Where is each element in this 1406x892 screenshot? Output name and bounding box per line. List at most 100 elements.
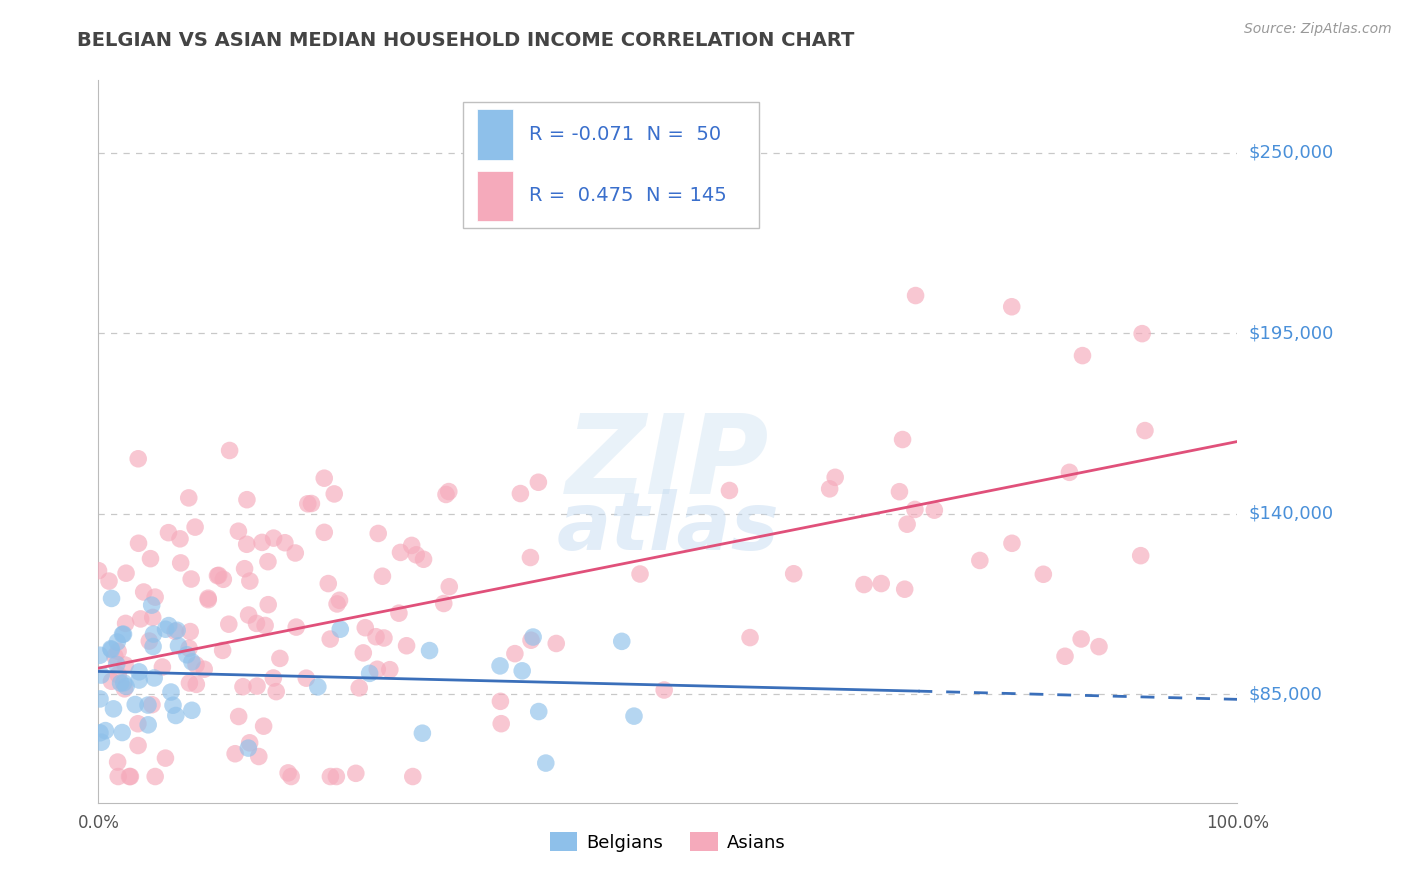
Point — [323, 487, 346, 501]
Point — [90, 735, 112, 749]
Point — [165, 624, 187, 639]
Point — [262, 671, 284, 685]
Point — [652, 683, 675, 698]
Point — [329, 622, 352, 636]
Point — [1070, 632, 1092, 646]
Point — [228, 524, 250, 539]
Point — [527, 475, 550, 490]
Point — [208, 568, 231, 582]
Point — [1129, 549, 1152, 563]
Point — [177, 491, 200, 505]
Point — [100, 641, 122, 656]
Point — [155, 751, 177, 765]
Point — [419, 643, 441, 657]
Point — [90, 668, 112, 682]
Point — [257, 555, 280, 569]
Text: $85,000: $85,000 — [1249, 685, 1322, 704]
Point — [141, 698, 163, 712]
Point — [824, 470, 846, 484]
Point — [373, 631, 395, 645]
Point — [166, 624, 188, 638]
Point — [527, 705, 550, 719]
Point — [104, 649, 127, 664]
Point — [239, 574, 262, 588]
FancyBboxPatch shape — [477, 170, 513, 221]
Point — [142, 627, 165, 641]
Point — [89, 692, 111, 706]
Point — [263, 531, 285, 545]
Point — [247, 749, 270, 764]
Point — [111, 627, 134, 641]
Point — [112, 675, 135, 690]
Point — [218, 617, 240, 632]
Point — [128, 536, 150, 550]
Point — [211, 643, 233, 657]
Point — [395, 639, 418, 653]
Point — [143, 770, 166, 784]
Point — [143, 671, 166, 685]
Point — [364, 630, 387, 644]
Point — [297, 497, 319, 511]
Point — [250, 535, 273, 549]
Point — [120, 770, 142, 784]
Point — [852, 577, 875, 591]
Point — [434, 487, 457, 501]
Point — [224, 747, 246, 761]
Point — [1071, 349, 1094, 363]
Point — [870, 576, 893, 591]
Point — [1133, 424, 1156, 438]
Point — [274, 535, 297, 549]
Point — [1059, 466, 1081, 480]
Point — [245, 616, 267, 631]
Point — [107, 644, 129, 658]
Point — [128, 665, 150, 679]
FancyBboxPatch shape — [477, 109, 513, 160]
Point — [904, 502, 927, 516]
Point — [782, 566, 804, 581]
Text: BELGIAN VS ASIAN MEDIAN HOUSEHOLD INCOME CORRELATION CHART: BELGIAN VS ASIAN MEDIAN HOUSEHOLD INCOME… — [77, 31, 855, 50]
Point — [100, 642, 122, 657]
Point — [89, 648, 111, 663]
Point — [610, 634, 633, 648]
Point — [184, 520, 207, 534]
Point — [904, 288, 927, 302]
Point — [107, 668, 129, 682]
Point — [389, 545, 412, 559]
Point — [534, 756, 557, 770]
Point — [136, 718, 159, 732]
Point — [197, 592, 219, 607]
Point — [522, 630, 544, 644]
FancyBboxPatch shape — [463, 102, 759, 228]
Text: R = -0.071  N =  50: R = -0.071 N = 50 — [529, 125, 721, 144]
Point — [94, 723, 117, 738]
Point — [254, 618, 277, 632]
Point — [628, 567, 651, 582]
Text: R =  0.475  N = 145: R = 0.475 N = 145 — [529, 186, 727, 205]
Point — [127, 739, 149, 753]
Point — [184, 657, 207, 672]
Point — [110, 676, 132, 690]
Point — [114, 681, 136, 696]
Point — [157, 525, 180, 540]
Point — [1053, 649, 1076, 664]
Point — [139, 551, 162, 566]
Point — [411, 726, 433, 740]
Point — [141, 598, 163, 612]
Point — [239, 736, 262, 750]
Text: $250,000: $250,000 — [1249, 144, 1334, 161]
Point — [124, 698, 146, 712]
Point — [328, 593, 350, 607]
Point — [170, 556, 193, 570]
Point — [142, 610, 165, 624]
Point — [112, 627, 135, 641]
Point — [179, 676, 201, 690]
Point — [388, 606, 411, 620]
Point — [98, 574, 121, 588]
Point — [1001, 300, 1024, 314]
Point — [285, 620, 308, 634]
Point — [197, 591, 219, 606]
Point — [269, 651, 291, 665]
Point — [307, 680, 329, 694]
Point — [489, 694, 512, 708]
Point — [179, 641, 201, 656]
